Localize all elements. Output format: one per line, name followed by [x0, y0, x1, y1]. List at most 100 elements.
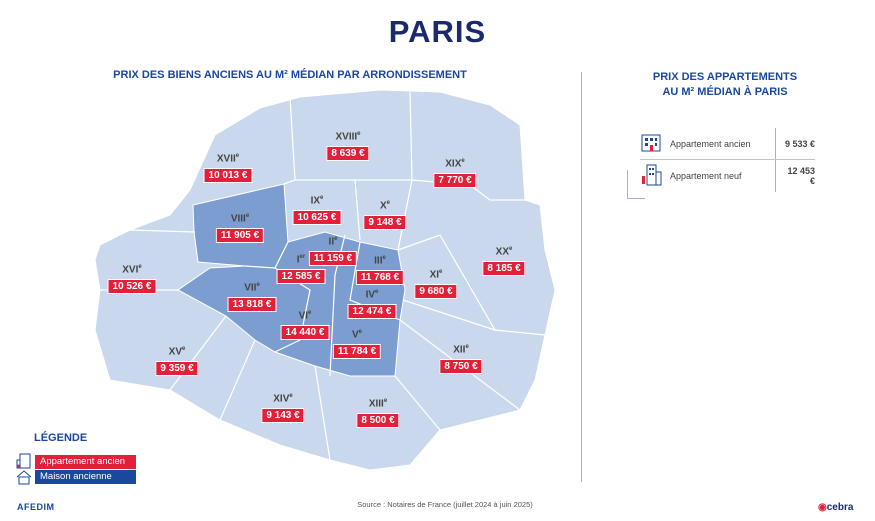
arrondissement-12[interactable]: XIIe 8 750 €	[439, 341, 483, 375]
old-building-icon	[640, 133, 670, 155]
arr-numeral: XVII	[216, 153, 236, 165]
afedim-logo: AFEDIM	[17, 502, 55, 512]
arrondissement-6[interactable]: VIe 14 440 €	[280, 307, 330, 341]
arrondissement-19[interactable]: XIXe 7 770 €	[433, 155, 477, 189]
price-badge: 11 784 €	[332, 344, 382, 360]
price-badge: 12 585 €	[276, 269, 326, 285]
price-badge: 11 768 €	[355, 270, 405, 286]
arr-numeral: X	[379, 200, 387, 212]
price-badge: 9 143 €	[261, 408, 305, 424]
row-value: 12 453 €	[775, 160, 815, 192]
arrondissement-7[interactable]: VIIe 13 818 €	[227, 279, 277, 313]
divider	[581, 72, 582, 482]
arr-suffix: e	[509, 246, 513, 252]
price-badge: 13 818 €	[227, 297, 277, 313]
arr-numeral: VI	[298, 310, 309, 322]
arr-numeral: IV	[365, 289, 376, 301]
right-panel-title: PRIX DES APPARTEMENTS AU M² MÉDIAN À PAR…	[610, 70, 840, 100]
price-badge: 9 680 €	[414, 284, 458, 300]
price-badge: 11 905 €	[215, 228, 265, 244]
price-badge: 8 185 €	[482, 261, 526, 277]
arr-numeral: XI	[429, 269, 440, 281]
arrondissement-1[interactable]: Ier 12 585 €	[276, 251, 326, 285]
arr-suffix: e	[320, 195, 324, 201]
legend-item-maison: Maison ancienne	[35, 470, 136, 484]
arrondissement-5[interactable]: Ve 11 784 €	[332, 326, 382, 360]
arr-numeral: VIII	[230, 213, 246, 225]
price-badge: 12 474 €	[347, 304, 397, 320]
map-title: PRIX DES BIENS ANCIENS AU M² MÉDIAN PAR …	[113, 69, 467, 81]
arrondissement-2[interactable]: IIe 11 159 €	[308, 233, 358, 267]
arrondissement-14[interactable]: XIVe 9 143 €	[261, 390, 305, 424]
arr-suffix: e	[357, 131, 361, 137]
arrondissement-3[interactable]: IIIe 11 768 €	[355, 252, 405, 286]
arr-numeral: XVI	[122, 264, 139, 276]
arr-numeral: XV	[168, 346, 182, 358]
cebra-logo-text: cebra	[826, 502, 854, 513]
arr-numeral: IX	[310, 195, 321, 207]
arr-suffix: e	[308, 310, 312, 316]
arr-suffix: e	[358, 329, 362, 335]
arrondissement-4[interactable]: IVe 12 474 €	[347, 286, 397, 320]
price-badge: 9 359 €	[155, 361, 199, 377]
arr-numeral: V	[351, 329, 359, 341]
cebra-logo: ◉cebra	[818, 502, 854, 513]
arr-suffix: e	[465, 344, 469, 350]
arr-suffix: e	[461, 158, 465, 164]
arr-suffix: e	[256, 282, 260, 288]
arr-numeral: XIII	[368, 398, 384, 410]
row-label: Appartement ancien	[670, 138, 751, 149]
arrondissement-8[interactable]: VIIIe 11 905 €	[215, 210, 265, 244]
arr-suffix: e	[245, 213, 250, 219]
price-table: Appartement ancien 9 533 € Appartement n…	[640, 128, 815, 192]
arr-suffix: e	[383, 398, 388, 404]
arrondissement-11[interactable]: XIe 9 680 €	[414, 266, 458, 300]
arr-numeral: XII	[453, 344, 466, 356]
arr-suffix: e	[138, 264, 142, 270]
price-badge: 8 500 €	[356, 413, 400, 429]
arr-numeral: VII	[244, 282, 257, 294]
right-title-line2: AU M² MÉDIAN À PARIS	[662, 86, 788, 98]
price-badge: 8 639 €	[326, 146, 370, 162]
arr-numeral: XIX	[445, 158, 462, 170]
arr-numeral: II	[328, 236, 335, 248]
arrondissement-16[interactable]: XVIe 10 526 €	[107, 261, 157, 295]
page-title: PARIS	[388, 14, 487, 49]
building-icon	[16, 453, 32, 474]
arr-suffix: e	[334, 236, 338, 242]
source-note: Source : Notaires de France (juillet 202…	[357, 500, 533, 509]
arrondissement-18[interactable]: XVIIIe 8 639 €	[326, 128, 370, 162]
arr-suffix: er	[299, 254, 306, 260]
arrondissement-20[interactable]: XXe 8 185 €	[482, 243, 526, 277]
arrondissement-10[interactable]: Xe 9 148 €	[363, 197, 407, 231]
legend-title: LÉGENDE	[34, 432, 88, 444]
arrondissement-17[interactable]: XVIIe 10 013 €	[203, 150, 253, 184]
arr-numeral: III	[374, 255, 383, 267]
legend-item-appartement: Appartement ancien	[35, 455, 136, 469]
arr-suffix: e	[439, 269, 443, 275]
price-badge: 14 440 €	[280, 325, 330, 341]
price-row-neuf: Appartement neuf 12 453 €	[640, 160, 815, 192]
arrondissement-9[interactable]: IXe 10 625 €	[292, 192, 342, 226]
price-badge: 10 625 €	[292, 210, 342, 226]
price-badge: 7 770 €	[433, 173, 477, 189]
price-row-ancien: Appartement ancien 9 533 €	[640, 128, 815, 160]
arr-suffix: e	[289, 393, 293, 399]
price-badge: 8 750 €	[439, 359, 483, 375]
price-badge: 9 148 €	[363, 215, 407, 231]
arr-numeral: XVIII	[335, 131, 358, 143]
new-building-icon	[640, 164, 670, 188]
arr-suffix: e	[235, 153, 240, 159]
decor-line	[627, 170, 628, 198]
arr-numeral: I	[296, 254, 300, 266]
arr-suffix: e	[382, 255, 386, 261]
house-icon	[16, 469, 32, 490]
row-value: 9 533 €	[775, 128, 815, 159]
arr-numeral: XIV	[273, 393, 290, 405]
price-badge: 10 013 €	[203, 168, 253, 184]
arrondissement-13[interactable]: XIIIe 8 500 €	[356, 395, 400, 429]
decor-line	[627, 198, 645, 199]
arr-numeral: XX	[495, 246, 509, 258]
arrondissement-15[interactable]: XVe 9 359 €	[155, 343, 199, 377]
price-badge: 10 526 €	[107, 279, 157, 295]
